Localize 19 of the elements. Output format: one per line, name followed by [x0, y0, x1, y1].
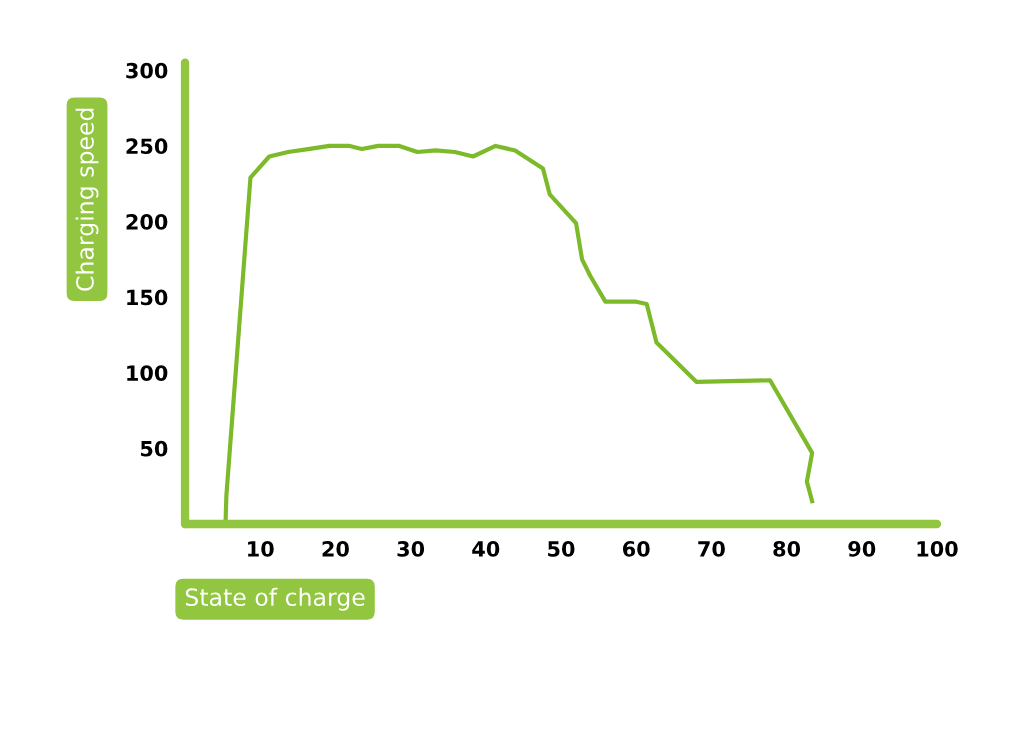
- x-tick-label: 90: [848, 541, 876, 557]
- x-tick-label: 20: [322, 541, 349, 557]
- x-axis-title: State of charge: [185, 587, 365, 611]
- y-axis-title: Charging speed: [75, 108, 99, 291]
- x-tick-label: 70: [698, 541, 725, 557]
- y-tick-label: 300: [126, 62, 168, 79]
- y-tick-label: 200: [126, 213, 168, 230]
- y-tick-label: 50: [140, 440, 168, 457]
- x-tick-label: 30: [397, 541, 425, 557]
- y-tick-label: 100: [127, 365, 168, 381]
- line-series: [223, 143, 815, 522]
- x-tick-label: 80: [773, 541, 801, 557]
- x-tick-label: 40: [472, 541, 500, 557]
- x-tick-label: 60: [622, 541, 650, 557]
- y-tick-label: 150: [127, 289, 168, 306]
- x-tick-label: 10: [248, 541, 274, 557]
- x-tick-label: 50: [548, 541, 575, 557]
- x-tick-label: 100: [917, 541, 958, 557]
- y-tick-label: 250: [126, 138, 168, 155]
